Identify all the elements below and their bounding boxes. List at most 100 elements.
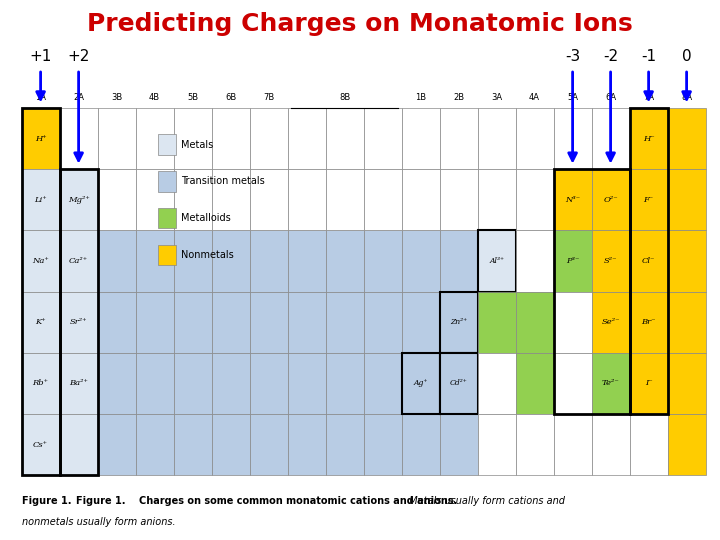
Bar xyxy=(135,231,174,292)
Bar xyxy=(629,292,667,353)
Bar xyxy=(22,353,60,414)
Text: -3: -3 xyxy=(565,49,580,64)
Bar xyxy=(402,292,440,353)
Text: 8A: 8A xyxy=(681,92,692,102)
Bar xyxy=(250,231,287,292)
Bar xyxy=(325,292,364,353)
Bar xyxy=(287,353,325,414)
Bar xyxy=(22,169,60,231)
Bar xyxy=(287,169,325,231)
Text: Br⁻: Br⁻ xyxy=(642,318,656,326)
Text: Zn²⁺: Zn²⁺ xyxy=(450,318,467,326)
Bar xyxy=(592,108,629,169)
Text: Predicting Charges on Monatomic Ions: Predicting Charges on Monatomic Ions xyxy=(87,12,633,36)
Bar xyxy=(212,353,250,414)
Bar xyxy=(477,108,516,169)
Text: 0: 0 xyxy=(682,49,691,64)
Bar xyxy=(629,169,667,231)
Bar xyxy=(250,169,287,231)
Bar xyxy=(22,108,60,475)
Text: O²⁻: O²⁻ xyxy=(603,196,618,204)
Bar xyxy=(554,169,592,231)
Bar xyxy=(135,353,174,414)
Bar xyxy=(174,353,212,414)
Bar xyxy=(629,108,667,169)
Bar xyxy=(667,231,706,292)
Bar xyxy=(287,292,325,353)
Bar xyxy=(325,231,364,292)
Text: 7B: 7B xyxy=(263,92,274,102)
Bar xyxy=(135,108,174,169)
Text: Se²⁻: Se²⁻ xyxy=(601,318,620,326)
Bar xyxy=(554,414,592,475)
Bar xyxy=(364,231,402,292)
Bar xyxy=(477,169,516,231)
Bar xyxy=(667,414,706,475)
Bar xyxy=(135,169,174,231)
Bar xyxy=(364,292,402,353)
Text: Figure 1.    Charges on some common monatomic cations and anions.: Figure 1. Charges on some common monatom… xyxy=(76,496,457,506)
Bar xyxy=(402,231,440,292)
Bar xyxy=(212,108,250,169)
Bar xyxy=(22,231,60,292)
Text: Nonmetals: Nonmetals xyxy=(181,250,234,260)
Text: Al³⁺: Al³⁺ xyxy=(489,257,504,265)
Bar xyxy=(402,353,440,414)
Text: 2B: 2B xyxy=(453,92,464,102)
Bar xyxy=(174,231,212,292)
Bar xyxy=(364,169,402,231)
Text: 7A: 7A xyxy=(643,92,654,102)
Bar xyxy=(325,108,364,169)
Bar xyxy=(516,292,554,353)
Bar xyxy=(22,108,60,169)
Bar xyxy=(516,231,554,292)
Bar xyxy=(440,353,477,414)
Text: 1B: 1B xyxy=(415,92,426,102)
Bar xyxy=(364,353,402,414)
Bar xyxy=(516,108,554,169)
Bar xyxy=(440,353,477,414)
Bar xyxy=(212,231,250,292)
Bar xyxy=(440,108,477,169)
Text: Na⁺: Na⁺ xyxy=(32,257,49,265)
Bar xyxy=(667,353,706,414)
Text: 2A: 2A xyxy=(73,92,84,102)
Bar xyxy=(250,414,287,475)
Text: F⁻: F⁻ xyxy=(644,196,654,204)
Bar xyxy=(174,292,212,353)
Text: S²⁻: S²⁻ xyxy=(604,257,617,265)
Bar xyxy=(592,231,629,292)
Bar xyxy=(22,292,60,353)
Bar xyxy=(212,292,250,353)
Text: Metalloids: Metalloids xyxy=(181,213,231,223)
Bar xyxy=(402,414,440,475)
Bar xyxy=(174,108,212,169)
Bar xyxy=(554,231,592,292)
Bar xyxy=(440,414,477,475)
Bar xyxy=(250,292,287,353)
Text: 5B: 5B xyxy=(187,92,198,102)
Text: 4B: 4B xyxy=(149,92,160,102)
Bar xyxy=(98,169,135,231)
Text: P³⁻: P³⁻ xyxy=(566,257,580,265)
Text: Rb⁺: Rb⁺ xyxy=(32,380,49,387)
Bar xyxy=(667,169,706,231)
Bar xyxy=(667,108,706,169)
Text: 6B: 6B xyxy=(225,92,236,102)
Text: -1: -1 xyxy=(641,49,656,64)
Bar xyxy=(440,231,477,292)
Bar xyxy=(554,292,592,353)
Text: Te²⁻: Te²⁻ xyxy=(602,380,619,387)
Bar xyxy=(287,108,325,169)
Bar xyxy=(135,292,174,353)
Text: Mg²⁺: Mg²⁺ xyxy=(68,196,89,204)
Bar xyxy=(554,169,629,414)
Bar xyxy=(60,169,98,231)
Bar xyxy=(477,292,516,353)
Bar xyxy=(22,414,60,475)
Text: H⁻: H⁻ xyxy=(643,134,654,143)
Bar xyxy=(477,353,516,414)
Bar xyxy=(592,169,629,231)
Text: +2: +2 xyxy=(68,49,90,64)
Bar xyxy=(629,231,667,292)
